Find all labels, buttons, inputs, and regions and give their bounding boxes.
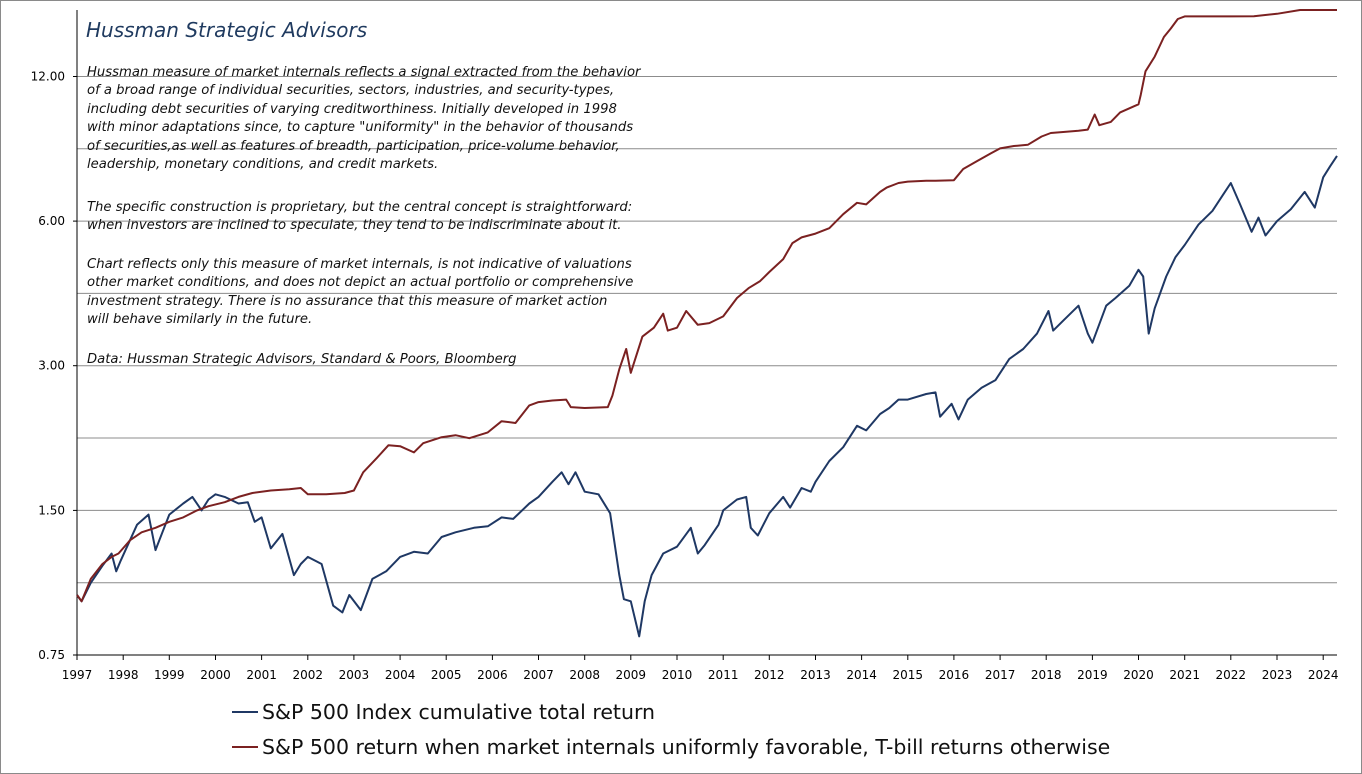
x-tick-label: 2019 bbox=[1077, 668, 1108, 682]
x-tick-label: 1997 bbox=[62, 668, 93, 682]
x-tick-label: 2015 bbox=[893, 668, 924, 682]
x-tick-label: 2018 bbox=[1031, 668, 1062, 682]
note-line: Hussman measure of market internals refl… bbox=[87, 65, 641, 80]
x-tick-labels: 1997 1998 1999 2000 2001 2002 2003 2004 2005 2006… bbox=[62, 668, 1339, 682]
gridlines bbox=[77, 76, 1337, 584]
y-tick-label: 6.00 bbox=[38, 214, 65, 228]
y-tick-label: 1.50 bbox=[38, 503, 65, 517]
x-tick-label: 2020 bbox=[1123, 668, 1154, 682]
note-line: with minor adaptations since, to capture… bbox=[87, 120, 634, 136]
legend-label-sp500: S&P 500 Index cumulative total return bbox=[262, 700, 656, 724]
x-tick-label: 2008 bbox=[569, 668, 600, 682]
data-source-note: Data: Hussman Strategic Advisors, Standa… bbox=[87, 351, 647, 369]
internals-strategy-line bbox=[76, 9, 1337, 603]
x-tick-label: 2023 bbox=[1262, 668, 1293, 682]
note-line: Data: Hussman Strategic Advisors, Standa… bbox=[87, 352, 517, 367]
note-line: of a broad range of individual securitie… bbox=[87, 83, 615, 99]
note-line: will behave similarly in the future. bbox=[87, 312, 313, 328]
x-tick-label: 2004 bbox=[385, 668, 416, 682]
y-tick-label: 3.00 bbox=[38, 359, 65, 373]
y-tick-labels: 0.75 1.50 3.00 6.00 12.00 bbox=[31, 70, 65, 663]
y-tick-label: 0.75 bbox=[38, 648, 65, 662]
note-line: Chart reflects only this measure of mark… bbox=[87, 257, 632, 272]
x-tick-label: 2021 bbox=[1169, 668, 1200, 682]
legend-label-strategy: S&P 500 return when market internals uni… bbox=[262, 735, 1111, 759]
x-tick-label: 2017 bbox=[985, 668, 1016, 682]
x-tick-label: 2012 bbox=[754, 668, 785, 682]
legend-swatch-strategy bbox=[232, 746, 258, 748]
x-tick-label: 2003 bbox=[339, 668, 370, 682]
x-tick-label: 2024 bbox=[1308, 668, 1339, 682]
x-tick-label: 2009 bbox=[616, 668, 647, 682]
note-line: including debt securities of varying cre… bbox=[87, 101, 617, 117]
note-line: of securities,as well as features of bre… bbox=[87, 138, 620, 154]
axes bbox=[73, 10, 1337, 660]
x-tick-label: 2007 bbox=[523, 668, 554, 682]
x-tick-label: 1998 bbox=[108, 668, 139, 682]
x-tick-label: 2013 bbox=[800, 668, 831, 682]
x-tick-label: 2014 bbox=[846, 668, 877, 682]
x-tick-label: 2000 bbox=[200, 668, 231, 682]
note-line: when investors are inclined to speculate… bbox=[87, 218, 622, 234]
sp500-total-return-line bbox=[76, 155, 1338, 638]
x-tick-label: 2006 bbox=[477, 668, 508, 682]
chart-title: Hussman Strategic Advisors bbox=[86, 18, 368, 42]
series-lines bbox=[76, 9, 1338, 638]
x-tick-label: 2010 bbox=[662, 668, 693, 682]
x-tick-label: 1999 bbox=[154, 668, 185, 682]
note-line: The specific construction is proprietary… bbox=[87, 200, 633, 215]
note-paragraph-3: Chart reflects only this measure of mark… bbox=[87, 256, 647, 330]
note-paragraph-1: Hussman measure of market internals refl… bbox=[87, 64, 647, 174]
x-tick-label: 2022 bbox=[1216, 668, 1247, 682]
legend-swatch-sp500 bbox=[232, 711, 258, 713]
note-line: investment strategy. There is no assuran… bbox=[87, 293, 608, 309]
x-tick-label: 2011 bbox=[708, 668, 739, 682]
legend-entry-strategy: S&P 500 return when market internals uni… bbox=[232, 735, 1110, 759]
x-tick-label: 2001 bbox=[246, 668, 277, 682]
note-line: other market conditions, and does not de… bbox=[87, 275, 634, 291]
note-line: leadership, monetary conditions, and cre… bbox=[87, 157, 439, 173]
x-tick-label: 2016 bbox=[939, 668, 970, 682]
legend-entry-sp500: S&P 500 Index cumulative total return bbox=[232, 700, 655, 724]
note-paragraph-2: The specific construction is proprietary… bbox=[87, 199, 647, 236]
y-tick-label: 12.00 bbox=[31, 70, 65, 84]
x-tick-label: 2002 bbox=[293, 668, 324, 682]
x-tick-label: 2005 bbox=[431, 668, 462, 682]
